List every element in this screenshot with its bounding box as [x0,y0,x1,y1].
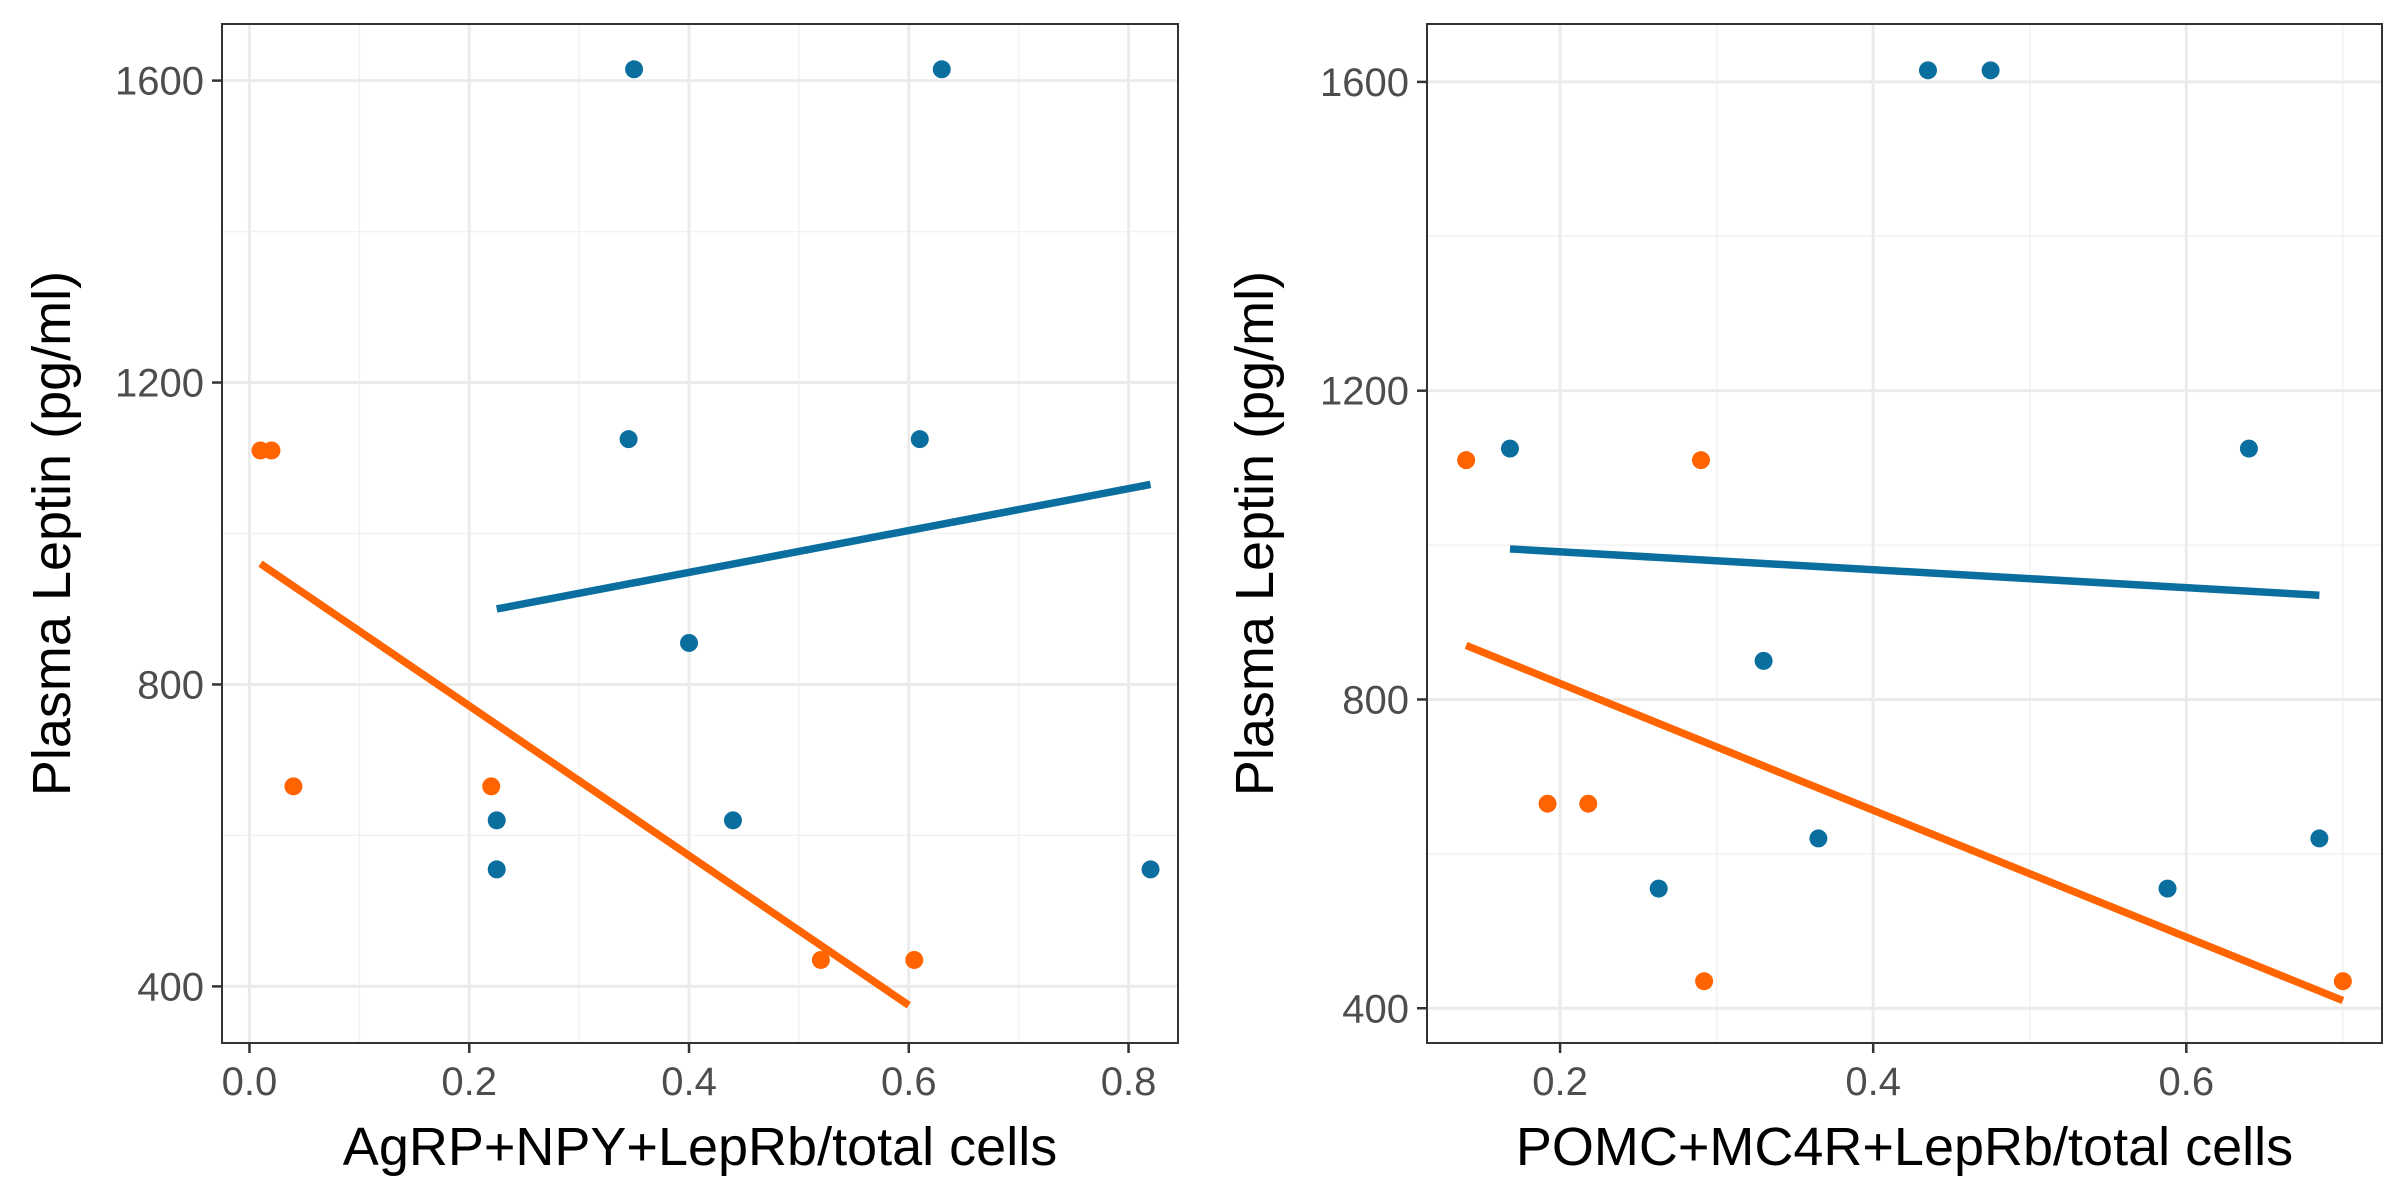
data-point-series-1 [905,950,924,969]
regression-line-series-0 [1509,545,2320,600]
data-point-series-1 [262,441,281,460]
data-point-series-0 [1500,439,1519,458]
x-tick-label: 0.2 [1532,1060,1588,1104]
panel-border [221,23,1179,1044]
x-tick-label: 0.2 [441,1060,497,1104]
data-point-series-0 [1754,651,1773,670]
y-tick-label: 1200 [115,362,204,406]
x-tick-label: 0.4 [1845,1060,1901,1104]
data-point-series-0 [1981,61,2000,80]
data-point-series-1 [1538,794,1557,813]
y-tick-label: 400 [1342,987,1409,1031]
data-point-series-1 [1695,972,1714,991]
y-tick-label: 400 [137,965,204,1009]
data-point-series-0 [1649,879,1668,898]
data-point-series-0 [1141,860,1160,879]
data-point-series-1 [1691,451,1710,470]
data-point-series-1 [2333,972,2352,991]
data-point-series-0 [2158,879,2177,898]
data-point-series-0 [1809,829,1828,848]
y-tick-label: 1600 [115,60,204,104]
x-tick-label: 0.4 [661,1060,717,1104]
y-tick-label: 800 [137,663,204,707]
data-point-series-0 [487,860,506,879]
x-axis-title: AgRP+NPY+LepRb/total cells [343,1117,1057,1177]
data-point-series-0 [723,811,742,830]
x-axis-title: POMC+MC4R+LepRb/total cells [1516,1117,2293,1177]
data-point-series-0 [910,430,929,449]
regression-line-series-1 [258,560,911,1009]
y-axis-title: Plasma Leptin (pg/ml) [1225,271,1285,796]
data-point-series-0 [487,811,506,830]
y-tick-label: 1600 [1320,61,1409,105]
data-point-series-0 [932,60,951,79]
scatter-panel-right: 400 800 1200 1600 0.2 0.4 0.6 POMC+MC4R+LepRb/t… [1225,23,2383,1177]
plot-background [1427,24,2382,1043]
x-tick-label: 0.6 [2158,1060,2214,1104]
data-point-series-0 [619,430,638,449]
data-point-series-1 [482,777,501,796]
regression-line-series-1 [1464,641,2345,1005]
data-point-series-1 [1457,451,1476,470]
data-point-series-0 [625,60,644,79]
x-tick-label: 0.6 [881,1060,937,1104]
x-tick-label: 0.8 [1101,1060,1157,1104]
data-point-series-0 [680,633,699,652]
data-point-series-0 [2310,829,2329,848]
data-point-series-1 [811,950,830,969]
scatter-panel-left: 400 800 1200 1600 0.0 0.2 0.4 0.6 0.8 AgRP+NPY+Le… [22,23,1179,1177]
y-axis-title: Plasma Leptin (pg/ml) [22,271,82,796]
y-tick-label: 1200 [1320,370,1409,414]
panel-border [1426,23,2383,1044]
x-tick-label: 0.0 [222,1060,278,1104]
regression-line-series-0 [496,480,1152,613]
y-tick-label: 800 [1342,678,1409,722]
data-point-series-1 [284,777,303,796]
data-point-series-0 [1918,61,1937,80]
data-point-series-0 [2239,439,2258,458]
data-point-series-1 [1579,794,1598,813]
